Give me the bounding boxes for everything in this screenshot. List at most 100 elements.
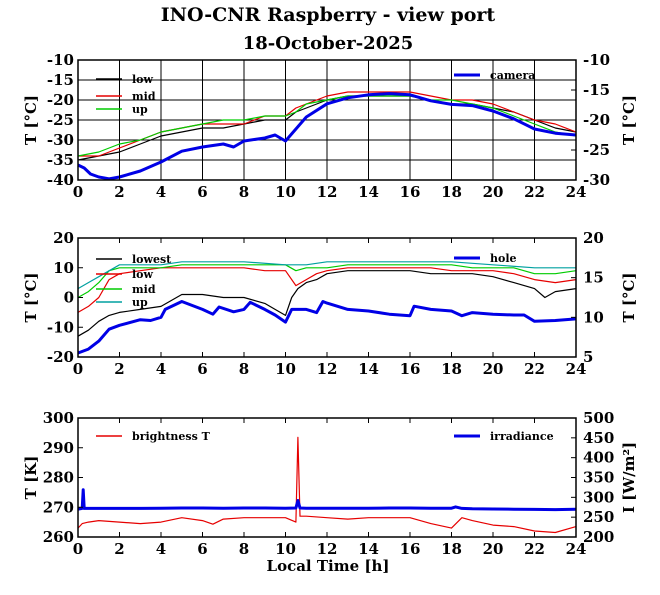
y2-tick-label: 200	[583, 528, 614, 546]
x-tick-label: 12	[317, 540, 338, 558]
y-tick-label: -35	[47, 151, 74, 169]
y-tick-label: 280	[43, 469, 74, 487]
legend-label-low: low	[132, 73, 154, 86]
y2-tick-label: 300	[583, 488, 614, 506]
y-tick-label: 290	[43, 439, 74, 457]
y-axis-label: T [°C]	[22, 272, 40, 322]
y2-tick-label: 20	[583, 229, 604, 247]
y-tick-label: -15	[47, 71, 74, 89]
y2-axis-label: T [°C]	[620, 272, 638, 322]
x-tick-label: 20	[483, 360, 504, 378]
legend-label-up: up	[132, 296, 148, 309]
x-tick-label: 12	[317, 183, 338, 201]
y2-tick-label: 350	[583, 469, 614, 487]
x-tick-label: 10	[275, 360, 296, 378]
x-tick-label: 24	[566, 540, 587, 558]
x-tick-label: 22	[524, 183, 545, 201]
y-tick-label: -30	[47, 131, 74, 149]
x-tick-label: 24	[566, 360, 587, 378]
x-tick-label: 16	[400, 540, 421, 558]
y-tick-label: 0	[64, 289, 74, 307]
y-tick-label: -20	[47, 91, 74, 109]
series-line-brightness-T	[77, 436, 577, 534]
page-title: INO-CNR Raspberry - view port	[161, 4, 496, 26]
y-tick-label: -10	[47, 51, 74, 69]
y-tick-label: -20	[47, 348, 74, 366]
y-tick-label: -10	[47, 318, 74, 336]
y-tick-label: 260	[43, 528, 74, 546]
x-tick-label: 4	[156, 183, 166, 201]
x-tick-label: 24	[566, 183, 587, 201]
y2-tick-label: 15	[583, 269, 604, 287]
y-tick-label: 10	[53, 259, 74, 277]
x-tick-label: 18	[441, 540, 462, 558]
x-tick-label: 2	[114, 540, 124, 558]
series-line-irradiance	[77, 488, 577, 512]
legend-label-low: low	[132, 268, 154, 281]
chart-panel-0: 0 2 4 6 8 10 12 14 16 18 20 22 24-40-35-30-25-20-15-…	[22, 51, 638, 201]
y-tick-label: 300	[43, 409, 74, 427]
x-tick-label: 6	[197, 540, 207, 558]
y2-axis-label: I [W/m²]	[620, 442, 638, 513]
x-tick-label: 18	[441, 360, 462, 378]
y2-tick-label: 400	[583, 449, 614, 467]
chart-panel-1: 0 2 4 6 8 10 12 14 16 18 20 22 24-20-10010205101520T…	[22, 229, 638, 378]
x-tick-label: 8	[239, 183, 249, 201]
legend-label-mid: mid	[132, 283, 156, 296]
chart-panel-2: 0 2 4 6 8 10 12 14 16 18 20 22 242602702802903002002…	[22, 409, 638, 558]
y2-tick-label: -30	[583, 171, 610, 189]
x-tick-label: 2	[114, 183, 124, 201]
x-tick-label: 20	[483, 540, 504, 558]
y2-tick-label: 450	[583, 429, 614, 447]
y-tick-label: -40	[47, 171, 74, 189]
y-axis-label: T [K]	[22, 456, 40, 500]
y2-tick-label: -10	[583, 51, 610, 69]
x-tick-label: 6	[197, 183, 207, 201]
x-tick-label: 8	[239, 540, 249, 558]
x-tick-label: 4	[156, 360, 166, 378]
y-tick-label: -25	[47, 111, 74, 129]
x-tick-label: 12	[317, 360, 338, 378]
legend-label-lowest: lowest	[132, 253, 172, 266]
y2-tick-label: 5	[583, 348, 593, 366]
legend-label-camera: camera	[490, 69, 535, 82]
series-line-hole	[77, 300, 577, 355]
x-tick-label: 14	[358, 540, 379, 558]
legend-label-irradiance: irradiance	[490, 430, 554, 443]
y-tick-label: 20	[53, 229, 74, 247]
series-line-lowest	[77, 270, 577, 337]
x-tick-label: 20	[483, 183, 504, 201]
y2-tick-label: -15	[583, 81, 610, 99]
x-tick-label: 18	[441, 183, 462, 201]
x-tick-label: 6	[197, 360, 207, 378]
x-tick-label: 0	[73, 360, 83, 378]
legend-label-hole: hole	[490, 252, 517, 265]
legend-label-mid: mid	[132, 90, 156, 103]
series-line-up	[77, 95, 577, 157]
y2-tick-label: 10	[583, 308, 604, 326]
x-tick-label: 10	[275, 540, 296, 558]
x-tick-label: 14	[358, 360, 379, 378]
charts-group: 0 2 4 6 8 10 12 14 16 18 20 22 24-40-35-30-25-20-15-…	[22, 51, 638, 558]
series-line-up	[77, 261, 576, 290]
x-tick-label: 0	[73, 540, 83, 558]
x-tick-label: 16	[400, 183, 421, 201]
x-tick-label: 22	[524, 360, 545, 378]
legend-label-brightness-T: brightness T	[132, 430, 211, 443]
x-tick-label: 16	[400, 360, 421, 378]
y2-tick-label: 500	[583, 409, 614, 427]
page-subtitle: 18-October-2025	[243, 33, 414, 54]
y-axis-label: T [°C]	[22, 95, 40, 145]
series-line-mid	[77, 264, 577, 299]
x-tick-label: 4	[156, 540, 166, 558]
x-tick-label: 10	[275, 183, 296, 201]
x-tick-label: 2	[114, 360, 124, 378]
legend-label-up: up	[132, 103, 148, 116]
y2-tick-label: -25	[583, 141, 610, 159]
y2-tick-label: 250	[583, 508, 614, 526]
y2-tick-label: -20	[583, 111, 610, 129]
x-axis-label: Local Time [h]	[267, 557, 390, 575]
series-line-low	[77, 267, 577, 313]
x-tick-label: 22	[524, 540, 545, 558]
